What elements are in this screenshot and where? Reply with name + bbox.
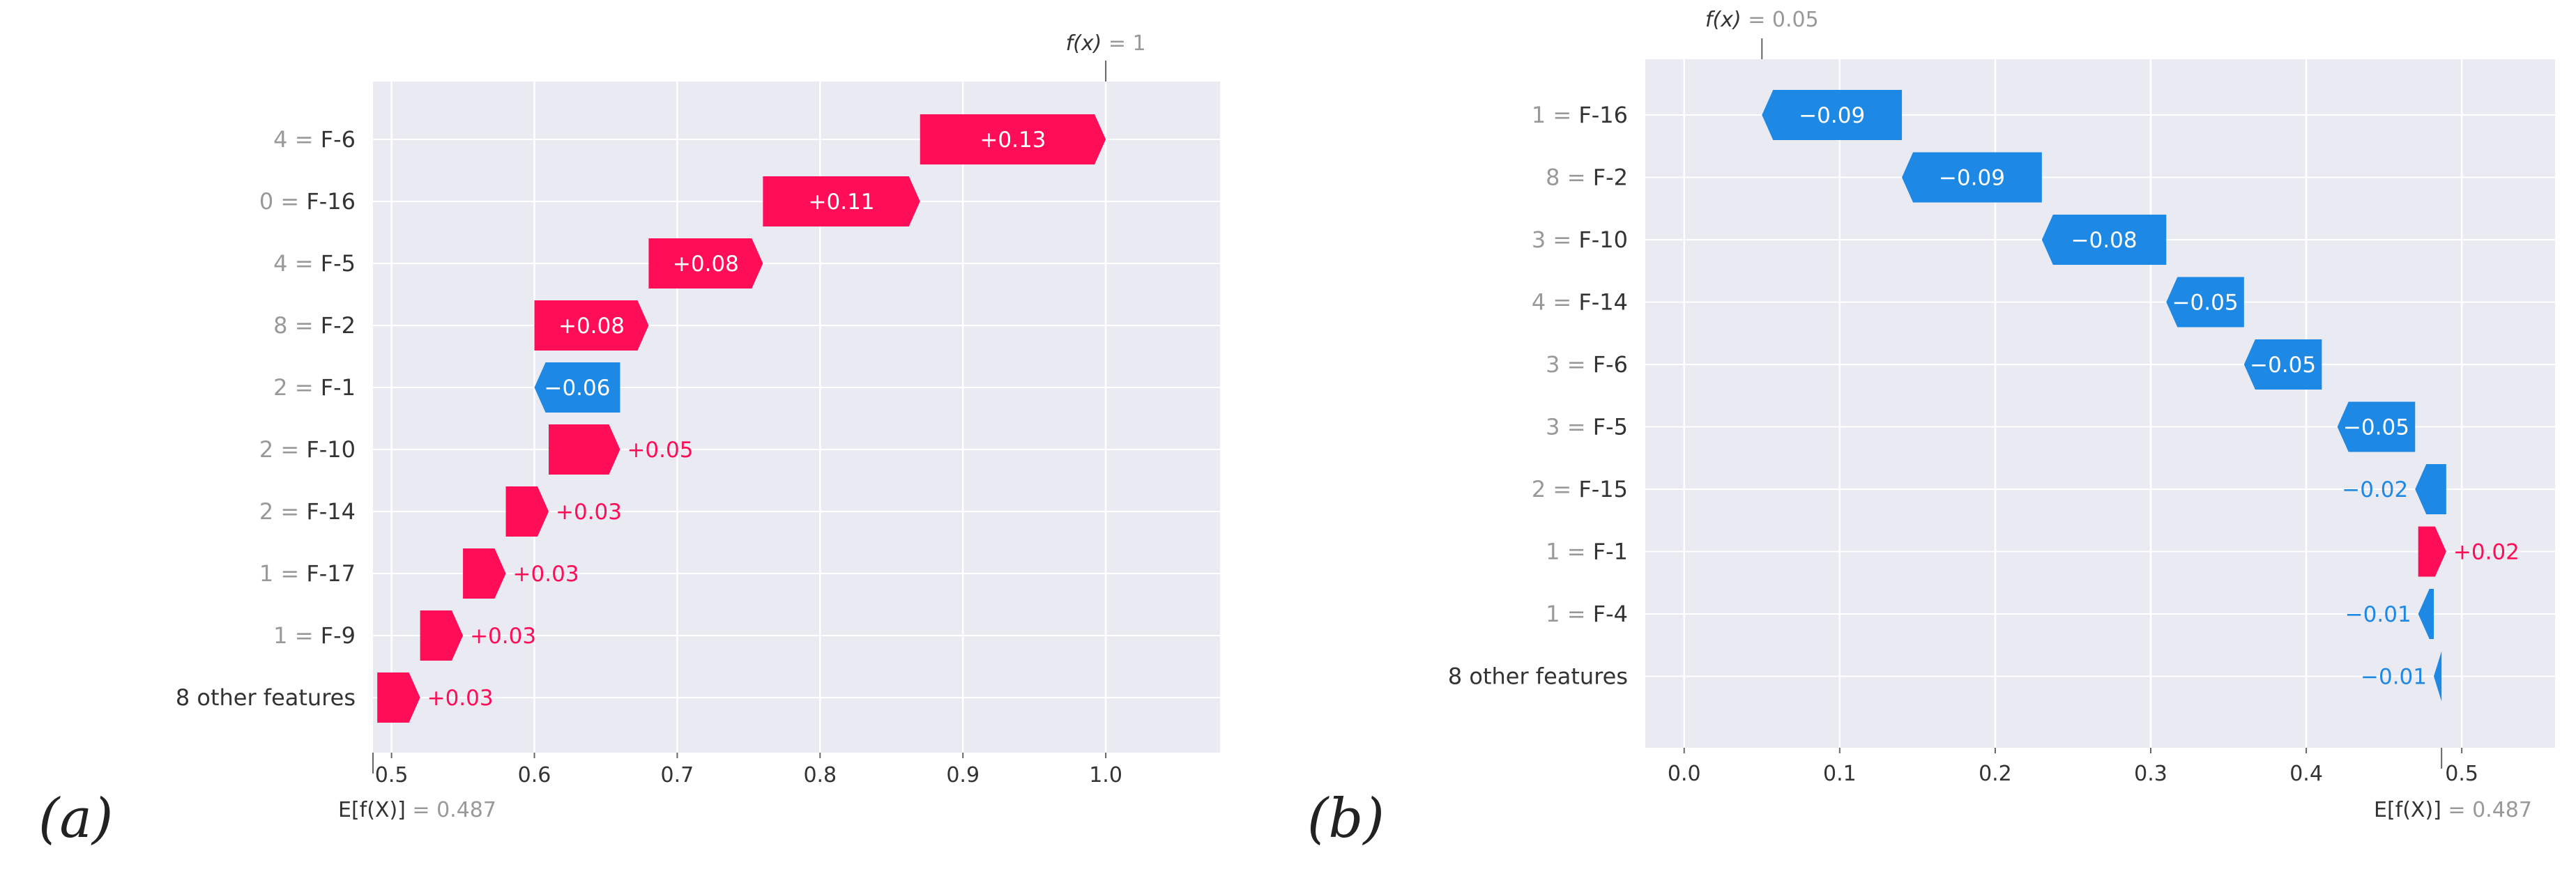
bar-value-label: +0.05: [627, 438, 693, 463]
x-tick-label: 0.3: [2134, 762, 2167, 786]
y-axis-label: 8 other features: [176, 684, 356, 711]
bar-value-label: +0.03: [513, 562, 579, 587]
y-axis-label: 4 = F-14: [1532, 289, 1628, 316]
y-axis-label: 1 = F-1: [1546, 539, 1628, 565]
x-tick-label: 0.8: [803, 763, 837, 787]
y-axis-label: 2 = F-14: [259, 498, 356, 525]
bar-value-label: −0.05: [2172, 291, 2239, 316]
negative-contribution-bar: [534, 362, 620, 413]
bar-value-label: −0.06: [544, 376, 610, 401]
bar-value-label: +0.02: [2453, 540, 2520, 565]
positive-contribution-bar: [920, 114, 1106, 164]
negative-contribution-bar: [1762, 90, 1903, 140]
bar-value-label: −0.01: [2345, 602, 2411, 627]
negative-contribution-bar: [2434, 651, 2442, 702]
panel-label-b: (b): [1307, 787, 1385, 850]
bar-value-label: +0.11: [809, 190, 875, 215]
y-axis-label: 1 = F-9: [273, 622, 356, 649]
bar-value-label: −0.05: [2343, 415, 2409, 440]
x-tick-label: 0.9: [946, 763, 980, 787]
y-axis-label: 2 = F-15: [1532, 476, 1628, 502]
bar-value-label: −0.01: [2361, 665, 2427, 690]
x-tick-label: 1.0: [1089, 763, 1122, 787]
y-axis-label: 4 = F-5: [273, 250, 356, 277]
expected-value-annotation: E[f(X)] = 0.487: [2374, 798, 2532, 822]
bar-value-label: +0.03: [427, 686, 494, 711]
waterfall-chart-a: 0.5 0.6 0.7 0.8 0.9 1.0 f(x) = 1 E[f(X)] = 0.48…: [176, 31, 1220, 822]
negative-contribution-bar: [1902, 152, 2042, 203]
bar-value-label: −0.02: [2342, 477, 2408, 502]
x-tick-label: 0.6: [518, 763, 551, 787]
x-tick-label: 0.7: [661, 763, 694, 787]
positive-contribution-bar: [648, 238, 763, 289]
positive-contribution-bar: [534, 300, 649, 351]
waterfall-chart-b: 0.0 0.1 0.2 0.3 0.4 0.5 f(x) = 0.05 E[f(X)] = 0…: [1448, 8, 2555, 822]
plot-area: [1645, 59, 2555, 748]
y-axis-label: 2 = F-1: [273, 374, 356, 401]
expected-value-annotation: E[f(X)] = 0.487: [338, 798, 496, 822]
y-axis-label: 0 = F-16: [259, 188, 356, 215]
x-tick-label: 0.4: [2289, 762, 2323, 786]
panel-label-a: (a): [38, 787, 114, 850]
x-tick-label: 0.5: [375, 763, 409, 787]
bar-value-label: +0.03: [470, 624, 536, 649]
positive-contribution-bar: [2418, 526, 2446, 577]
positive-contribution-bar: [505, 486, 549, 537]
negative-contribution-bar: [2337, 401, 2416, 452]
bar-value-label: +0.13: [980, 128, 1046, 153]
bar-value-label: −0.09: [1799, 103, 1865, 128]
positive-contribution-bar: [463, 548, 506, 599]
y-axis-label: 1 = F-4: [1546, 601, 1628, 627]
y-axis-label: 3 = F-6: [1546, 351, 1628, 378]
bar-value-label: +0.08: [558, 314, 625, 339]
y-axis-label: 1 = F-16: [1532, 102, 1628, 128]
negative-contribution-bar: [2418, 589, 2434, 639]
negative-contribution-bar: [2041, 215, 2167, 265]
x-tick-label: 0.2: [1979, 762, 2012, 786]
positive-contribution-bar: [763, 176, 920, 226]
y-axis-label: 8 other features: [1448, 663, 1628, 690]
positive-contribution-bar: [549, 424, 620, 475]
negative-contribution-bar: [2166, 277, 2244, 328]
x-tick-label: 0.0: [1668, 762, 1701, 786]
negative-contribution-bar: [2415, 464, 2446, 514]
bar-value-label: −0.08: [2071, 228, 2137, 253]
bar-value-label: −0.05: [2250, 353, 2316, 378]
bar-value-label: −0.09: [1939, 166, 2005, 191]
bar-value-label: +0.03: [556, 500, 622, 525]
y-axis-label: 1 = F-17: [259, 560, 356, 587]
fx-annotation: f(x) = 0.05: [1705, 8, 1819, 32]
y-axis-label: 4 = F-6: [273, 126, 356, 153]
fx-annotation: f(x) = 1: [1066, 31, 1146, 56]
positive-contribution-bar: [420, 610, 464, 661]
y-axis-label: 2 = F-10: [259, 436, 356, 463]
negative-contribution-bar: [2243, 339, 2322, 390]
positive-contribution-bar: [377, 672, 420, 723]
x-tick-label: 0.5: [2445, 762, 2478, 786]
y-axis-label: 8 = F-2: [1546, 164, 1628, 191]
bar-value-label: +0.08: [673, 252, 739, 277]
x-tick-label: 0.1: [1823, 762, 1857, 786]
y-axis-label: 3 = F-10: [1532, 226, 1628, 253]
y-axis-label: 8 = F-2: [273, 312, 356, 339]
y-axis-label: 3 = F-5: [1546, 414, 1628, 440]
